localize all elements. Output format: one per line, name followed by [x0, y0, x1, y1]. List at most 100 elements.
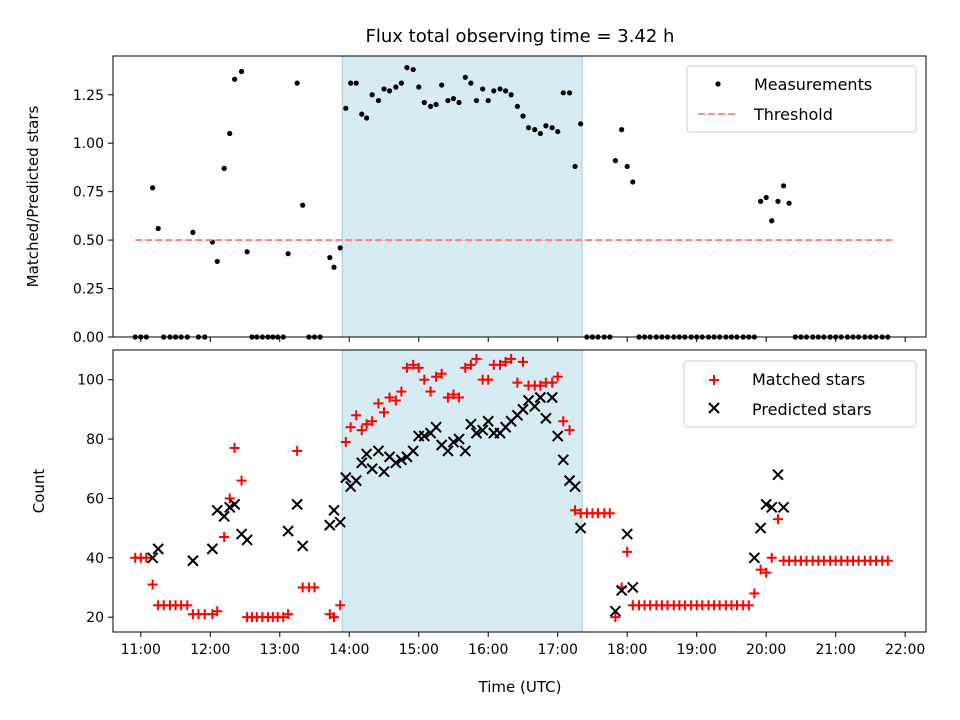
- predicted-star-point: [206, 543, 219, 555]
- measurement-point: [393, 84, 399, 90]
- legend-matched-label: Matched stars: [752, 370, 865, 389]
- matched-star-point: [882, 555, 893, 566]
- matched-star-point: [229, 442, 240, 453]
- matched-star-point: [141, 552, 152, 563]
- measurement-point: [491, 88, 497, 94]
- matched-star-point: [448, 389, 459, 400]
- y-tick-label: 1.00: [73, 136, 104, 152]
- matched-star-point: [622, 546, 633, 557]
- predicted-star-point: [470, 427, 483, 439]
- predicted-star-point: [282, 525, 294, 537]
- measurement-point: [775, 198, 781, 204]
- predicted-star-point: [552, 430, 564, 442]
- measurement-point: [612, 158, 618, 164]
- measurement-point: [445, 97, 451, 104]
- matched-star-point: [471, 353, 482, 364]
- predicted-star-point: [517, 403, 529, 416]
- measurement-point: [480, 86, 486, 92]
- bottom-legend: Matched stars Predicted stars: [683, 360, 917, 428]
- top-axis-ticks: 0.00 0.25 0.50 0.75 1.00 1.25: [73, 88, 906, 346]
- measurement-point: [508, 92, 514, 98]
- predicted-star-point: [557, 454, 569, 466]
- matched-star-point: [309, 582, 320, 593]
- matched-star-point: [401, 362, 412, 373]
- measurement-point: [786, 200, 792, 206]
- matched-star-point: [361, 419, 372, 430]
- matched-star-point: [425, 386, 436, 397]
- measurement-point: [348, 80, 354, 86]
- measurement-point: [468, 80, 474, 86]
- predicted-star-point: [228, 498, 241, 511]
- matched-star-point: [384, 392, 395, 403]
- measurement-point: [780, 183, 787, 189]
- matched-star-point: [419, 374, 430, 385]
- measurement-point: [221, 165, 227, 171]
- predicted-star-point: [621, 528, 633, 540]
- matched-star-point: [460, 362, 471, 373]
- measurement-point: [497, 86, 503, 92]
- legend-matched-marker: [709, 375, 719, 385]
- top-y-axis-label: Matched/Predicted stars: [24, 106, 42, 288]
- predicted-star-point: [442, 445, 454, 457]
- matched-star-point: [335, 600, 346, 611]
- y-tick-label: 80: [86, 432, 104, 448]
- measurement-point: [353, 80, 359, 86]
- legend-measurements-marker: [715, 81, 721, 87]
- predicted-star-point: [334, 516, 346, 528]
- measurement-point: [462, 74, 468, 80]
- x-axis-label: Time (UTC): [478, 678, 562, 696]
- predicted-star-point: [350, 474, 362, 487]
- matched-star-point: [345, 422, 356, 433]
- matched-star-point: [442, 392, 453, 403]
- matched-star-point: [755, 564, 766, 575]
- y-tick-label: 100: [77, 373, 104, 389]
- measurement-point: [416, 84, 422, 90]
- y-tick-label: 0.50: [73, 233, 104, 249]
- matched-star-point: [506, 353, 517, 364]
- predicted-star-point: [218, 510, 230, 522]
- measurement-point: [364, 115, 370, 121]
- matched-star-point: [373, 398, 384, 409]
- measurement-point: [537, 130, 543, 137]
- predicted-star-point: [772, 468, 784, 481]
- measurement-point: [190, 229, 196, 235]
- measurement-point: [578, 121, 584, 127]
- predicted-star-point: [328, 504, 340, 517]
- matched-star-point: [564, 425, 575, 436]
- predicted-star-point: [529, 400, 541, 413]
- matched-star-point: [219, 532, 230, 543]
- x-tick-label: 22:00: [885, 642, 925, 658]
- measurement-point: [473, 97, 480, 104]
- measurement-point: [543, 123, 549, 129]
- observing-window-bottom: [341, 349, 583, 633]
- predicted-star-point: [187, 555, 199, 567]
- chart-title: Flux total observing time = 3.42 h: [366, 26, 675, 47]
- predicted-star-point: [465, 418, 477, 430]
- predicted-star-point: [340, 471, 352, 484]
- y-tick-label: 1.25: [73, 88, 104, 104]
- measurement-point: [244, 249, 250, 255]
- measurement-point: [404, 65, 410, 71]
- matched-star-point: [408, 359, 419, 370]
- legend-threshold-label: Threshold: [753, 105, 833, 124]
- top-legend-box: [686, 65, 917, 133]
- predicted-star-point: [574, 522, 587, 534]
- measurement-point: [450, 96, 457, 102]
- matched-star-point: [367, 416, 378, 427]
- measurement-point: [769, 218, 775, 224]
- measurement-point: [456, 99, 462, 106]
- predicted-star-point: [534, 391, 547, 404]
- matched-star-point: [761, 567, 772, 578]
- bottom-axis-ticks: 11:00 12:00 13:00 14:00 15:00 16:00 17:00 18:00…: [77, 373, 925, 658]
- matched-star-point: [552, 371, 563, 382]
- measurement-point: [337, 245, 343, 251]
- predicted-star-point: [760, 498, 772, 511]
- predicted-star-point: [615, 584, 628, 597]
- measurement-point: [566, 90, 573, 96]
- matched-star-point: [328, 612, 339, 623]
- x-tick-label: 17:00: [538, 642, 578, 658]
- measurement-point: [421, 99, 427, 106]
- predicted-star-point: [360, 448, 373, 460]
- top-legend: Measurements Threshold: [686, 65, 917, 133]
- measurement-point: [300, 202, 306, 208]
